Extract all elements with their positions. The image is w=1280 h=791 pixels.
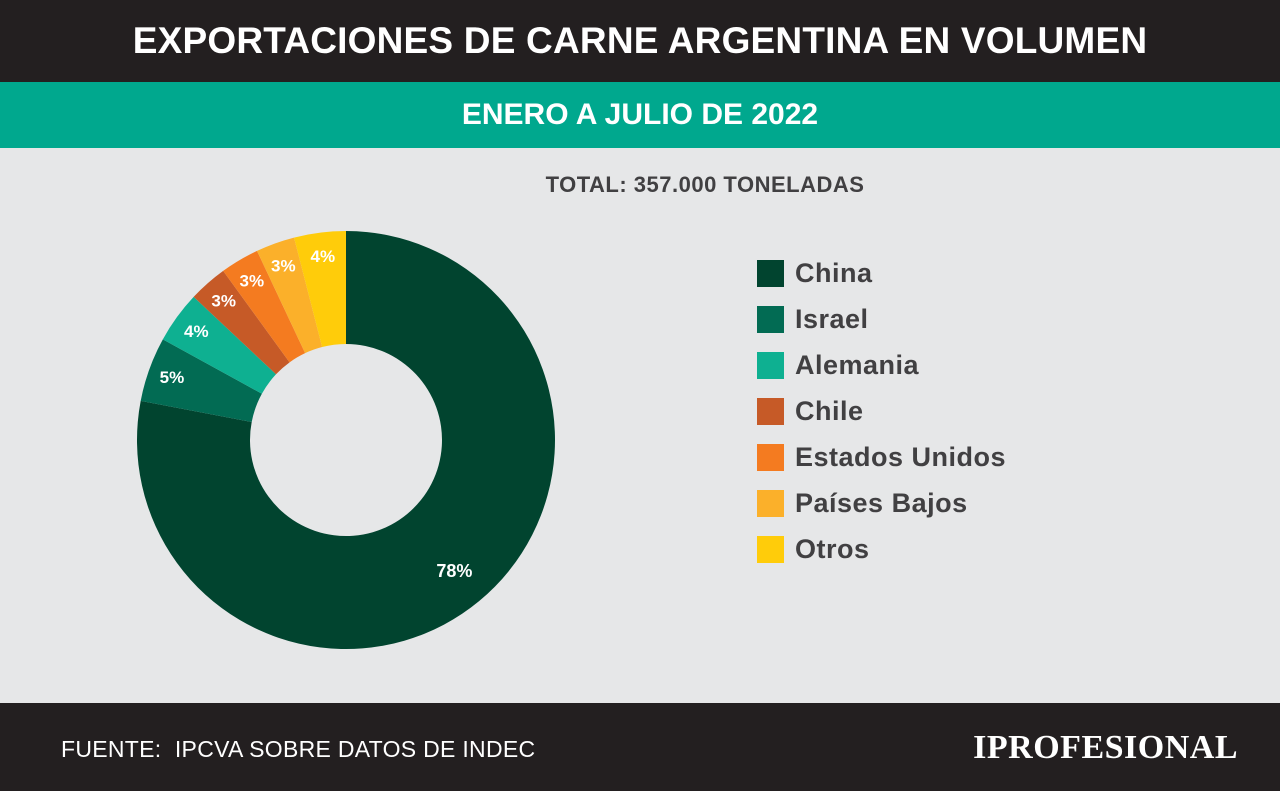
legend-label: Alemania — [795, 349, 920, 380]
chart-title: EXPORTACIONES DE CARNE ARGENTINA EN VOLU… — [0, 0, 1280, 82]
legend-label: Chile — [795, 395, 864, 426]
footer-bar: FUENTE: IPCVA SOBRE DATOS DE INDEC IPROF… — [0, 703, 1280, 791]
legend-item: Estados Unidos — [757, 434, 1157, 480]
slice-estados-unidos — [223, 250, 306, 363]
legend-item: Otros — [757, 526, 1157, 572]
data-label: 4% — [184, 322, 209, 341]
legend-swatch — [757, 535, 784, 563]
chart-legend: China Israel Alemania Chile Estados Unidos Pa… — [757, 250, 1157, 572]
legend-item: China — [757, 250, 1157, 296]
total-label: TOTAL: 357.000 TONELADAS — [545, 172, 865, 197]
legend-label: China — [795, 257, 873, 288]
legend-swatch — [757, 305, 784, 333]
data-label: 3% — [271, 256, 296, 275]
legend-item: Países Bajos — [757, 480, 1157, 526]
slice-china — [136, 231, 555, 649]
legend-swatch — [757, 259, 784, 287]
legend-item: Israel — [757, 296, 1157, 342]
brand-logo: IPROFESIONAL — [973, 729, 1238, 766]
data-label: 5% — [160, 368, 185, 387]
donut-chart: 78%5%4%3%3%3% 4% — [136, 231, 555, 649]
legend-swatch — [757, 489, 784, 517]
legend-label: Otros — [795, 533, 870, 564]
slice-alemania — [162, 296, 277, 394]
source-note: FUENTE: IPCVA SOBRE DATOS DE INDEC — [61, 736, 536, 762]
slice-israel — [140, 339, 262, 423]
slice-otros — [294, 231, 346, 348]
data-label: 3% — [211, 292, 236, 311]
slice-pa-ses-bajos — [257, 237, 323, 354]
data-label: 4% — [311, 247, 336, 266]
chart-subtitle: ENERO A JULIO DE 2022 — [0, 82, 1280, 148]
legend-label: Israel — [795, 303, 869, 334]
data-label: 3% — [240, 271, 265, 290]
legend-label: Países Bajos — [795, 487, 968, 518]
legend-swatch — [757, 351, 784, 379]
legend-item: Chile — [757, 388, 1157, 434]
legend-item: Alemania — [757, 342, 1157, 388]
legend-label: Estados Unidos — [795, 441, 1007, 472]
legend-swatch — [757, 397, 784, 425]
slice-chile — [193, 270, 290, 375]
data-label: 78% — [436, 561, 472, 581]
legend-swatch — [757, 443, 784, 471]
